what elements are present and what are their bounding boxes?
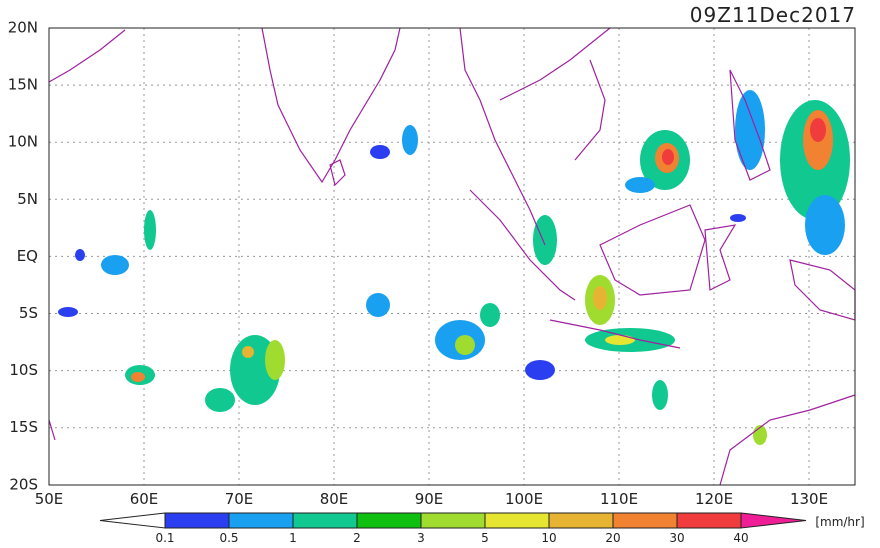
colorbar-label: 0.1: [155, 531, 174, 544]
lon-label: 110E: [600, 490, 638, 508]
colorbar-segment: [356, 512, 422, 529]
colorbar-label: 30: [669, 531, 684, 544]
lat-label: 20N: [8, 19, 38, 37]
lat-label: EQ: [17, 247, 38, 265]
colorbar-segment: [676, 512, 742, 529]
colorbar-label: 10: [541, 531, 556, 544]
colorbar-label: 20: [605, 531, 620, 544]
map-title: 09Z11Dec2017: [690, 3, 856, 27]
lat-label: 5S: [19, 304, 38, 322]
colorbar-unit: [mm/hr]: [815, 515, 864, 529]
lat-label: 5N: [17, 190, 38, 208]
colorbar-label: 2: [353, 531, 361, 544]
colorbar-segment: [612, 512, 678, 529]
lat-label: 10N: [8, 133, 38, 151]
colorbar-segment: [484, 512, 550, 529]
colorbar-label: 1: [289, 531, 297, 544]
lat-label: 15N: [8, 76, 38, 94]
lon-label: 50E: [35, 490, 64, 508]
lon-label: 80E: [320, 490, 349, 508]
lat-label: 10S: [9, 361, 38, 379]
colorbar-segment: [164, 512, 230, 529]
lon-label: 130E: [790, 490, 828, 508]
coastlines: [48, 27, 856, 486]
colorbar-label: 3: [417, 531, 425, 544]
colorbar-label: 40: [733, 531, 748, 544]
lat-label: 15S: [9, 418, 38, 436]
colorbar-segment: [548, 512, 614, 529]
lon-label: 90E: [415, 490, 444, 508]
precipitation: [58, 90, 850, 445]
colorbar-segment: [740, 512, 807, 529]
colorbar-segment: [292, 512, 358, 529]
colorbar-segment: [228, 512, 294, 529]
lat-label: 20S: [9, 475, 38, 493]
colorbar-label: 5: [481, 531, 489, 544]
lon-label: 60E: [130, 490, 159, 508]
colorbar-label: 0.5: [219, 531, 238, 544]
colorbar-segment: [99, 512, 166, 529]
lon-label: 120E: [695, 490, 733, 508]
map-frame: [48, 27, 856, 486]
colorbar-segment: [420, 512, 486, 529]
lon-label: 100E: [505, 490, 543, 508]
lon-label: 70E: [225, 490, 254, 508]
